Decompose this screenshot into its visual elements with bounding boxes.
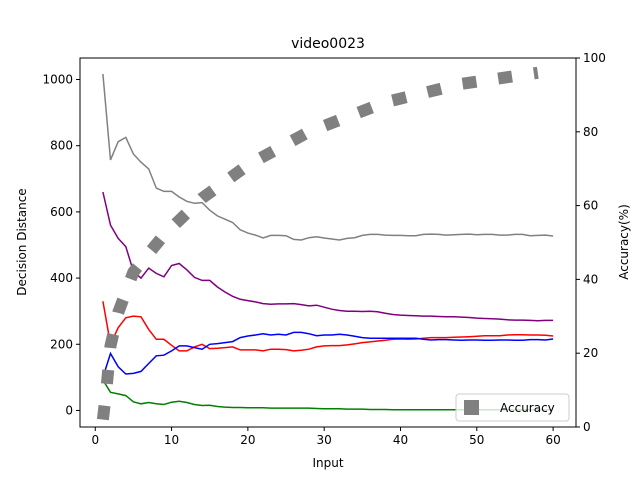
series-line-2 (102, 301, 554, 352)
legend-box (455, 393, 570, 422)
legend-swatch-accuracy (464, 400, 479, 415)
y-left-tick-label: 400 (50, 271, 73, 285)
y-right-tick-label: 20 (583, 346, 598, 360)
x-axis-label: Input (312, 456, 343, 470)
y-right-tick-label: 0 (583, 420, 591, 434)
x-tick-label: 10 (164, 433, 179, 447)
x-tick-label: 50 (469, 433, 484, 447)
series-line-0 (102, 73, 554, 241)
series-line-1 (102, 191, 554, 322)
y-axis-left-label: Decision Distance (15, 188, 29, 295)
y-right-tick-label: 40 (583, 272, 598, 286)
legend-label-accuracy: Accuracy (500, 401, 555, 415)
plot-area (96, 66, 554, 421)
x-tick-label: 30 (317, 433, 332, 447)
y-right-tick-label: 80 (583, 125, 598, 139)
x-tick-label: 60 (545, 433, 560, 447)
x-axis: 0 10 20 30 40 50 60 (91, 427, 561, 447)
series-line-3 (102, 331, 554, 378)
x-tick-label: 40 (393, 433, 408, 447)
x-tick-label: 20 (240, 433, 255, 447)
series-line-accuracy (96, 66, 539, 421)
y-axis-right: 0 20 40 60 80 100 (576, 51, 606, 434)
legend: Accuracy (455, 393, 570, 422)
y-left-tick-label: 800 (50, 139, 73, 153)
chart-title: video0023 (291, 36, 365, 52)
y-left-tick-label: 600 (50, 205, 73, 219)
y-axis-left: 0 200 400 600 800 1000 (42, 73, 80, 417)
plot-frame (79, 57, 577, 428)
y-left-tick-label: 1000 (42, 73, 73, 87)
y-right-tick-label: 100 (583, 51, 606, 65)
y-right-tick-label: 60 (583, 199, 598, 213)
y-left-tick-label: 0 (65, 403, 73, 417)
x-tick-label: 0 (91, 433, 99, 447)
y-left-tick-label: 200 (50, 337, 73, 351)
y-axis-right-label: Accuracy(%) (617, 204, 631, 280)
